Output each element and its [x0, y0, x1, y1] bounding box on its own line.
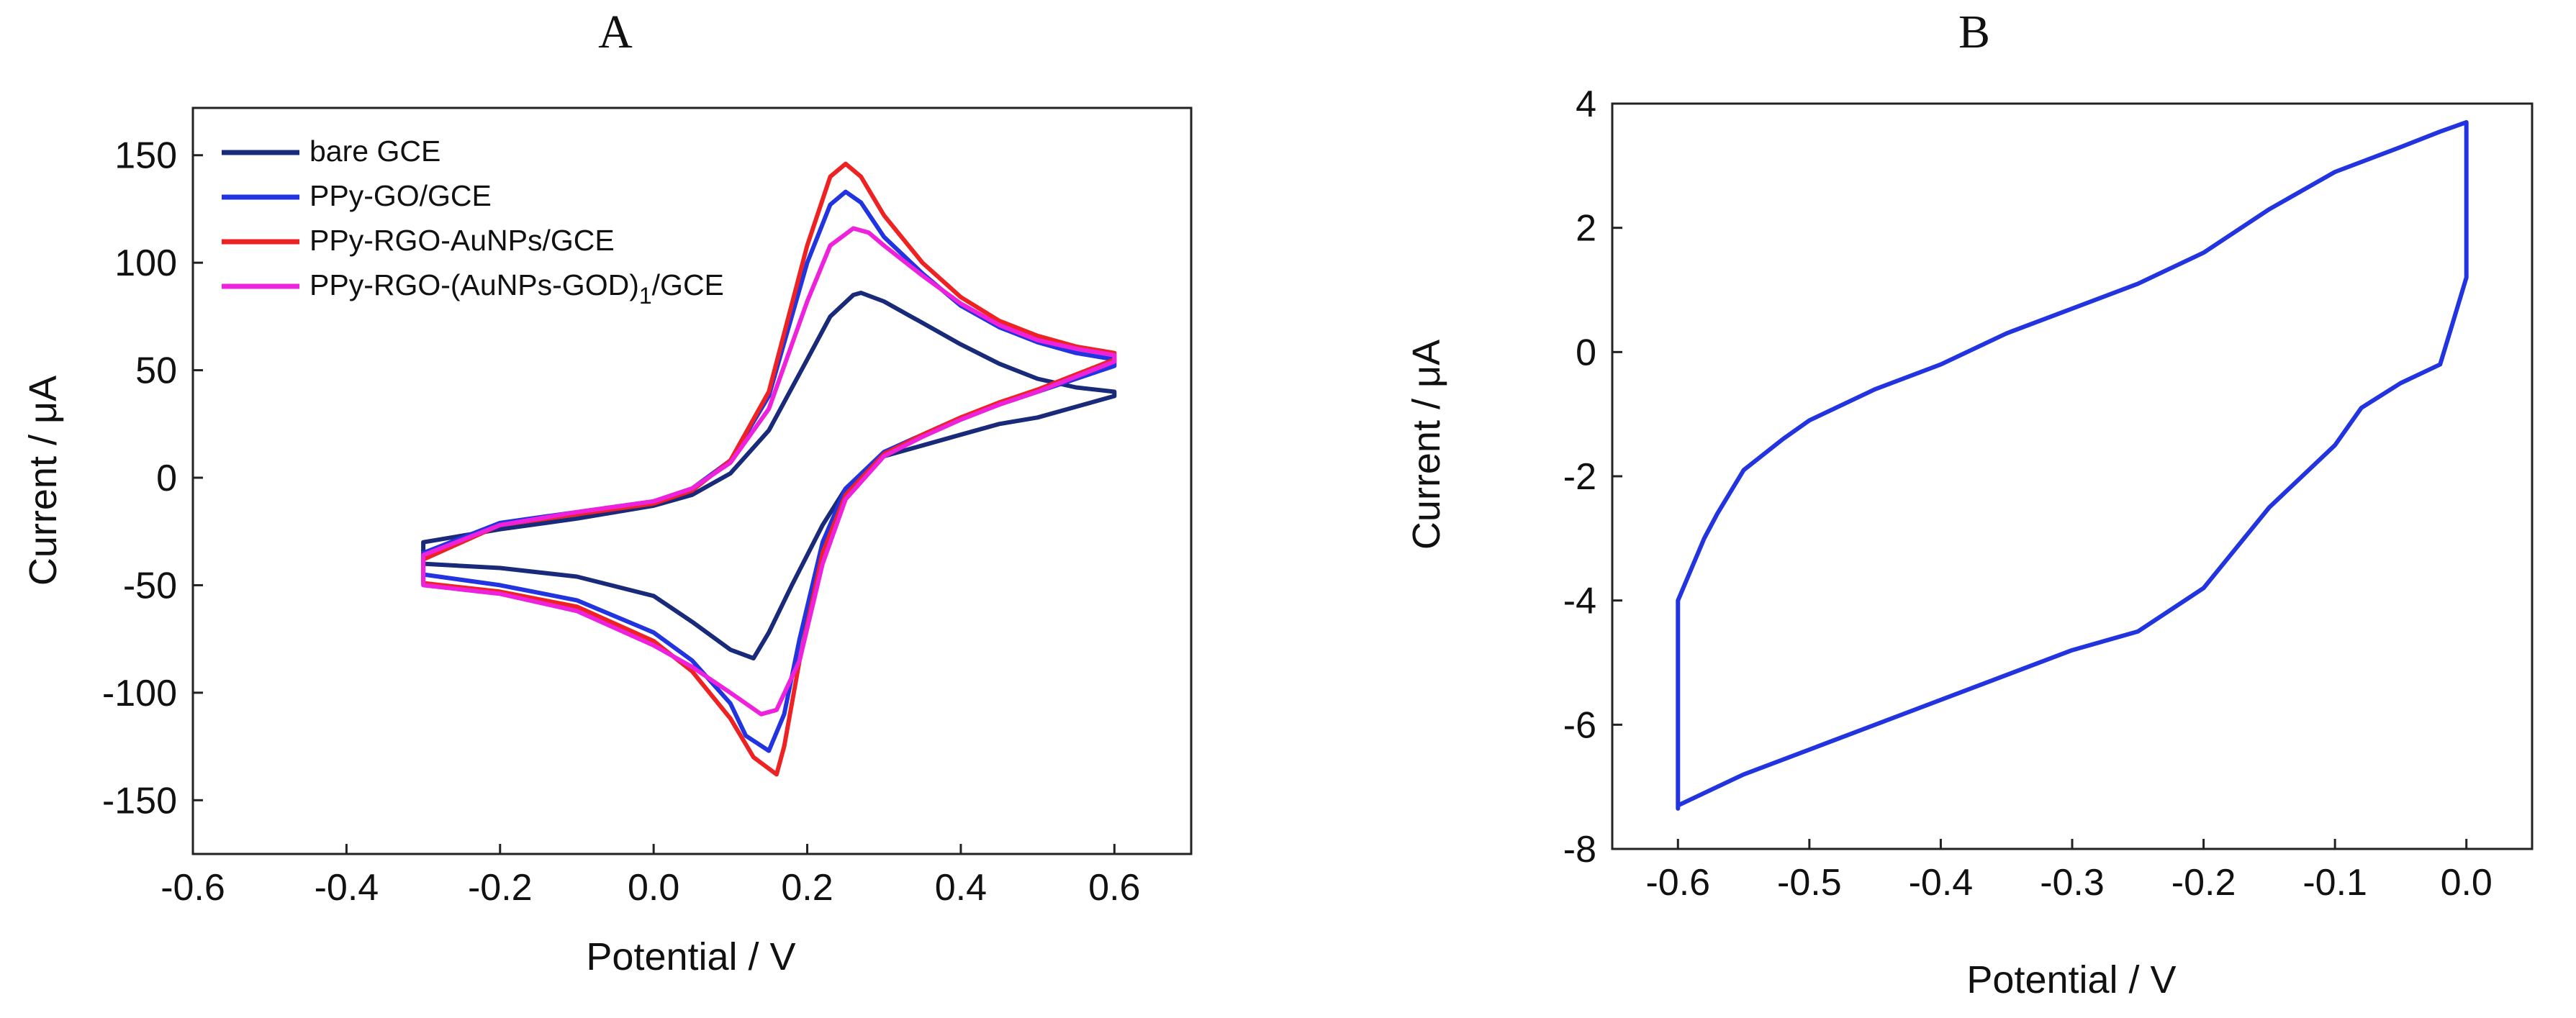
y-tick-label-a: 150	[114, 135, 177, 177]
x-tick-label-b: -0.4	[1909, 862, 1974, 904]
panel-label-b: B	[1958, 6, 1990, 58]
y-tick-label-b: -2	[1563, 456, 1596, 498]
ticks-b	[1612, 102, 2468, 850]
x-tick-labels-b: -0.6 -0.5 -0.4 -0.3 -0.2 -0.1 0.0	[1645, 862, 2492, 904]
x-tick-label-a: 0.0	[628, 867, 679, 909]
x-tick-labels-a: -0.6 -0.4 -0.2 0.0 0.2 0.4 0.6	[161, 867, 1140, 909]
y-tick-label-b: 0	[1576, 332, 1596, 373]
x-axis-title-a: Potential / V	[586, 935, 795, 978]
chart-b: -0.6 -0.5 -0.4 -0.3 -0.2 -0.1 0.0 420-2-4-6-8 …	[1405, 83, 2534, 1001]
x-tick-label-a: 0.2	[781, 867, 833, 909]
panel-label-a: A	[598, 6, 633, 58]
legend-a: bare GCE PPy-GO/GCE PPy-RGO-AuNPs/GCE PPy-R…	[222, 135, 724, 309]
y-tick-label-b: 2	[1576, 208, 1596, 250]
x-tick-label-b: -0.5	[1777, 862, 1842, 904]
x-tick-label-b: 0.0	[2441, 862, 2493, 904]
y-axis-title-a: Current / μA	[22, 376, 65, 586]
x-tick-label-a: 0.4	[935, 867, 987, 909]
y-tick-label-b: -6	[1563, 704, 1596, 746]
y-tick-label-a: 0	[156, 458, 177, 499]
curves-a	[421, 161, 1117, 777]
legend-label-suffix: /GCE	[652, 268, 724, 301]
y-tick-labels-b: 4 2 0 -2 -4 -6 -8	[1563, 83, 1596, 871]
legend-label: PPy-RGO-(AuNPs-GOD)1/GCE	[309, 268, 724, 309]
y-tick-label-a: -50	[123, 565, 177, 606]
y-tick-label-b: -8	[1563, 829, 1596, 871]
ticks-a	[191, 154, 1116, 854]
legend-label-name: PPy-RGO-AuNPs/GCE	[309, 224, 615, 257]
plot-area-a	[191, 106, 1193, 855]
legend-label: PPy-GO/GCE	[309, 179, 492, 212]
x-tick-label-a: -0.6	[161, 867, 225, 909]
y-axis-title-b: Current / μA	[1405, 340, 1448, 550]
x-tick-label-a: 0.6	[1088, 867, 1140, 909]
legend-label-name: PPy-GO/GCE	[309, 179, 492, 212]
x-tick-label-a: -0.2	[468, 867, 533, 909]
chart-a: -0.6 -0.4 -0.2 0.0 0.2 0.4 0.6 150 100 50 0 -50 -10…	[22, 106, 1193, 978]
y-tick-labels-a: 150 100 50 0 -50 -100 -150	[102, 135, 177, 822]
y-tick-label-a: -100	[102, 673, 177, 714]
series-line-a-4	[421, 226, 1117, 717]
y-tick-label-b: 4	[1576, 83, 1596, 125]
y-tick-label-a: 50	[135, 350, 177, 392]
curves-b	[1676, 119, 2469, 811]
legend-label: bare GCE	[309, 135, 440, 168]
x-tick-label-b: -0.1	[2302, 862, 2367, 904]
y-tick-label-a: 100	[114, 242, 177, 284]
legend-label-name: bare GCE	[309, 135, 440, 168]
series-line-b-1	[1676, 119, 2469, 811]
y-tick-label-a: -150	[102, 780, 177, 822]
x-tick-label-a: -0.4	[315, 867, 379, 909]
legend-label-subscript: 1	[639, 283, 652, 309]
legend-label: PPy-RGO-AuNPs/GCE	[309, 224, 615, 257]
x-axis-title-b: Potential / V	[1966, 958, 2176, 1001]
x-tick-label-b: -0.6	[1645, 862, 1710, 904]
legend-label-name: PPy-RGO-(AuNPs-GOD)	[309, 268, 639, 301]
x-tick-label-b: -0.3	[2040, 862, 2105, 904]
x-tick-label-b: -0.2	[2171, 862, 2236, 904]
plot-area-b	[1611, 102, 2534, 850]
y-tick-label-b: -4	[1563, 581, 1596, 622]
series-line-a-1	[421, 291, 1117, 660]
